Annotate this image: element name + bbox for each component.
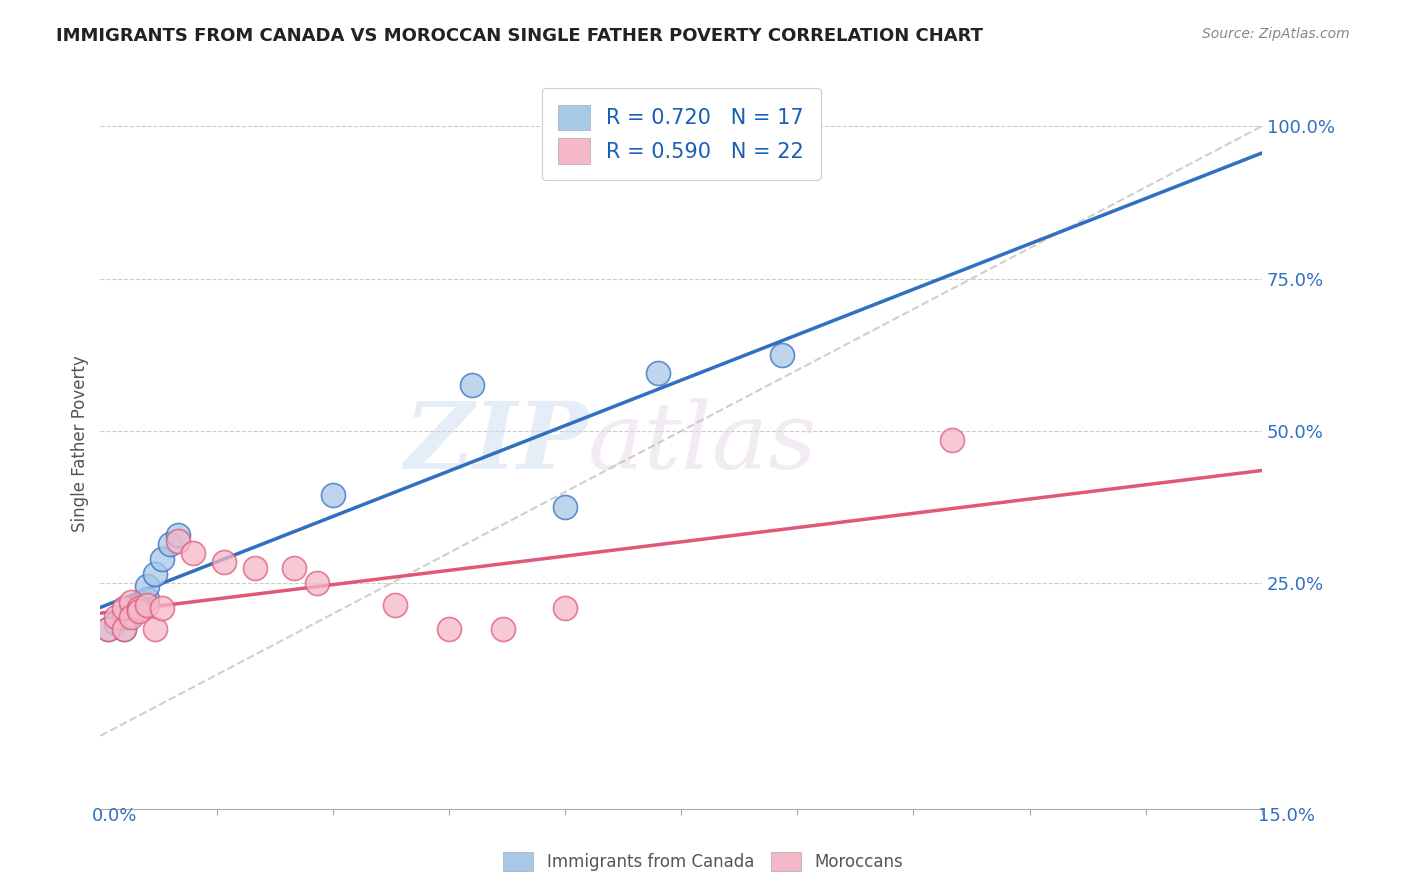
Point xyxy=(283,561,305,575)
Point xyxy=(143,622,166,636)
Point xyxy=(181,546,204,560)
Point xyxy=(322,488,344,502)
Point xyxy=(492,622,515,636)
Text: 0.0%: 0.0% xyxy=(91,807,136,825)
Legend: Immigrants from Canada, Moroccans: Immigrants from Canada, Moroccans xyxy=(495,843,911,880)
Text: atlas: atlas xyxy=(588,398,818,488)
Text: 15.0%: 15.0% xyxy=(1257,807,1315,825)
Point xyxy=(128,598,150,612)
Point xyxy=(647,366,669,380)
Point xyxy=(120,610,142,624)
Point xyxy=(112,600,135,615)
Text: Source: ZipAtlas.com: Source: ZipAtlas.com xyxy=(1202,27,1350,41)
Point xyxy=(112,610,135,624)
Point xyxy=(941,433,963,447)
Point xyxy=(770,348,793,362)
Point xyxy=(135,579,157,593)
Point xyxy=(104,616,127,631)
Point xyxy=(120,607,142,621)
Point xyxy=(135,598,157,612)
Legend: R = 0.720   N = 17, R = 0.590   N = 22: R = 0.720 N = 17, R = 0.590 N = 22 xyxy=(541,87,821,180)
Point xyxy=(159,537,181,551)
Point xyxy=(112,622,135,636)
Text: ZIP: ZIP xyxy=(404,398,588,488)
Point xyxy=(112,622,135,636)
Point xyxy=(554,600,576,615)
Point xyxy=(307,576,329,591)
Point xyxy=(104,610,127,624)
Point xyxy=(166,533,188,548)
Point xyxy=(554,500,576,515)
Point xyxy=(437,622,460,636)
Point xyxy=(97,622,120,636)
Point xyxy=(461,378,484,392)
Point xyxy=(150,552,173,566)
Text: IMMIGRANTS FROM CANADA VS MOROCCAN SINGLE FATHER POVERTY CORRELATION CHART: IMMIGRANTS FROM CANADA VS MOROCCAN SINGL… xyxy=(56,27,983,45)
Point xyxy=(166,527,188,541)
Point xyxy=(212,555,235,569)
Y-axis label: Single Father Poverty: Single Father Poverty xyxy=(72,355,89,532)
Point xyxy=(120,595,142,609)
Point xyxy=(128,604,150,618)
Point xyxy=(135,591,157,606)
Point xyxy=(128,600,150,615)
Point xyxy=(150,600,173,615)
Point xyxy=(384,598,406,612)
Point xyxy=(143,567,166,582)
Point xyxy=(97,622,120,636)
Point xyxy=(245,561,267,575)
